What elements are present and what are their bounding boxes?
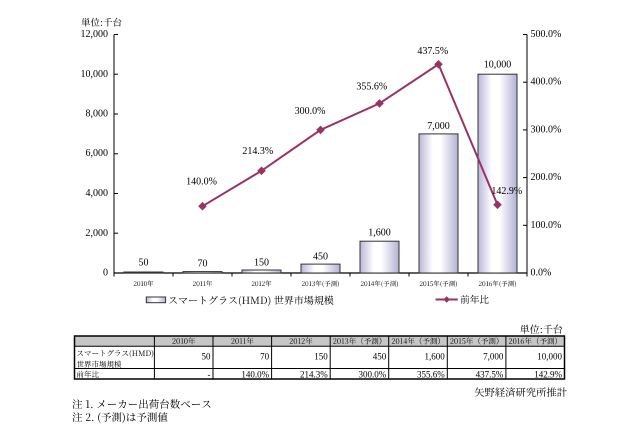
svg-text:1,600: 1,600: [425, 351, 446, 361]
svg-text:142.9%: 142.9%: [491, 186, 522, 197]
svg-text:500.0%: 500.0%: [531, 29, 562, 40]
svg-text:355.6%: 355.6%: [356, 82, 387, 93]
svg-text:12,000: 12,000: [81, 29, 109, 40]
svg-text:70: 70: [260, 351, 270, 361]
svg-text:150: 150: [314, 351, 328, 361]
svg-text:50: 50: [202, 351, 212, 361]
svg-text:214.3%: 214.3%: [242, 146, 273, 157]
svg-text:6,000: 6,000: [86, 148, 109, 159]
svg-text:140.0%: 140.0%: [186, 176, 217, 187]
svg-text:140.0%: 140.0%: [241, 370, 269, 380]
svg-text:70: 70: [198, 259, 208, 270]
svg-text:450: 450: [373, 351, 387, 361]
svg-text:10,000: 10,000: [484, 59, 512, 70]
svg-text:200.0%: 200.0%: [531, 172, 562, 183]
svg-text:0.0%: 0.0%: [531, 268, 552, 279]
svg-text:4,000: 4,000: [86, 188, 109, 199]
svg-text:1,600: 1,600: [368, 228, 391, 239]
svg-text:10,000: 10,000: [81, 69, 109, 80]
svg-text:214.3%: 214.3%: [300, 370, 328, 380]
svg-text:400.0%: 400.0%: [531, 77, 562, 88]
svg-text:7,000: 7,000: [427, 121, 450, 132]
svg-text:150: 150: [254, 258, 269, 269]
svg-text:142.9%: 142.9%: [534, 370, 562, 380]
svg-text:8,000: 8,000: [86, 109, 109, 120]
svg-text:450: 450: [313, 252, 328, 263]
svg-text:300.0%: 300.0%: [358, 370, 386, 380]
svg-text:100.0%: 100.0%: [531, 220, 562, 231]
svg-text:355.6%: 355.6%: [417, 370, 445, 380]
svg-text:300.0%: 300.0%: [295, 106, 326, 117]
svg-text:2,000: 2,000: [86, 228, 109, 239]
svg-text:437.5%: 437.5%: [476, 370, 504, 380]
svg-text:10,000: 10,000: [537, 351, 562, 361]
svg-text:437.5%: 437.5%: [417, 46, 448, 57]
svg-text:50: 50: [139, 258, 149, 269]
svg-text:-: -: [208, 370, 211, 380]
svg-text:0: 0: [103, 268, 108, 279]
svg-text:7,000: 7,000: [483, 351, 504, 361]
svg-text:300.0%: 300.0%: [531, 124, 562, 135]
